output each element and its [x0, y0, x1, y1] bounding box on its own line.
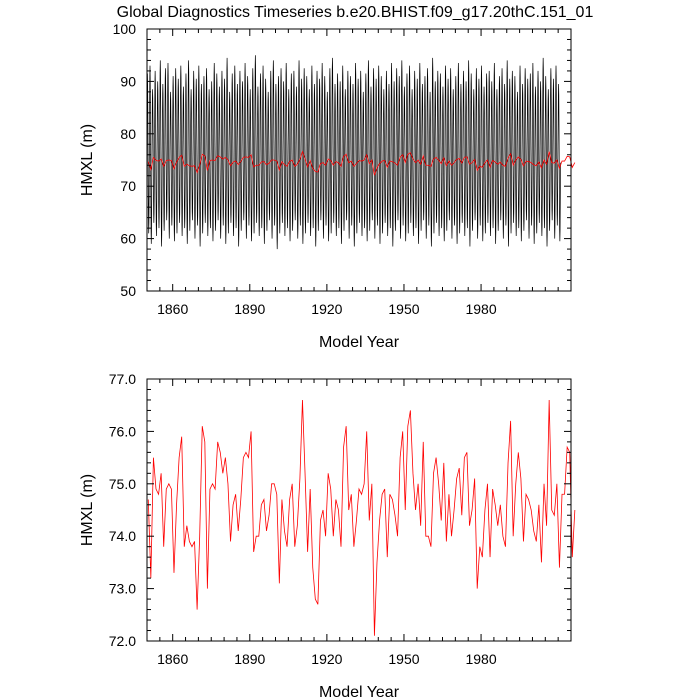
bottom-y-tick-label: 76.0 — [109, 423, 136, 439]
bottom-y-tick-label: 72.0 — [109, 633, 136, 649]
bottom-y-tick-label: 73.0 — [109, 581, 136, 597]
bottom-y-tick-label: 77.0 — [109, 371, 136, 387]
bottom-x-tick-label: 1860 — [157, 651, 188, 667]
bottom-x-tick-label: 1890 — [234, 651, 265, 667]
bottom-x-axis-label: Model Year — [319, 684, 400, 700]
bottom-x-tick-label: 1920 — [311, 651, 342, 667]
bottom-panel: 1860 1890 1920 1950 1980 72.0 73.0 74.0 75.0 76.0… — [79, 371, 576, 700]
top-x-tick-label: 1920 — [311, 301, 342, 317]
bottom-plot-area: 1860 1890 1920 1950 1980 72.0 73.0 74.0 75.0 76.0… — [109, 371, 576, 667]
top-y-tick-label: 80 — [120, 126, 136, 142]
top-series-annual-mean — [147, 150, 576, 176]
top-axis-frame — [146, 28, 572, 292]
bottom-y-tick-label: 74.0 — [109, 528, 136, 544]
top-x-tick-label: 1860 — [157, 301, 188, 317]
bottom-y-tick-label: 75.0 — [109, 476, 136, 492]
top-panel: 1860 1890 1920 1950 1980 50 60 70 80 90 100 Model … — [79, 21, 576, 351]
bottom-x-tick-label: 1980 — [465, 651, 496, 667]
top-x-axis-label: Model Year — [319, 334, 400, 351]
top-y-tick-label: 100 — [113, 21, 137, 37]
top-x-tick-label: 1950 — [388, 301, 419, 317]
bottom-y-axis-label: HMXL (m) — [79, 474, 96, 546]
top-x-tick-label: 1980 — [465, 301, 496, 317]
top-y-tick-label: 70 — [120, 178, 136, 194]
bottom-x-tick-label: 1950 — [388, 651, 419, 667]
top-y-tick-label: 90 — [120, 73, 136, 89]
figure-title: Global Diagnostics Timeseries b.e20.BHIS… — [117, 4, 594, 21]
top-series-monthly — [146, 55, 561, 250]
top-y-tick-label: 60 — [120, 231, 136, 247]
top-x-tick-label: 1890 — [234, 301, 265, 317]
top-plot-area: 1860 1890 1920 1950 1980 50 60 70 80 90 100 — [113, 21, 576, 317]
bottom-axis-frame — [146, 378, 572, 642]
top-y-axis-label: HMXL (m) — [79, 124, 96, 196]
bottom-series-annual-mean — [147, 399, 576, 636]
top-y-tick-label: 50 — [120, 283, 136, 299]
